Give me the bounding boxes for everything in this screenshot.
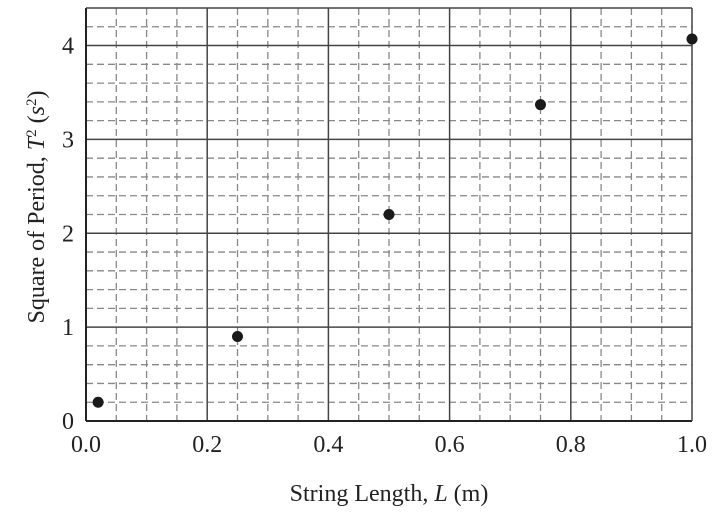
y-tick-label: 4 xyxy=(62,34,74,60)
x-tick-label: 0.4 xyxy=(313,432,343,458)
y-tick-label: 1 xyxy=(62,315,74,341)
x-tick-label: 1.0 xyxy=(677,432,707,458)
y-axis-title: Square of Period, T2 (s2) xyxy=(24,91,50,324)
y-tick-label: 0 xyxy=(62,409,74,435)
minor-grid xyxy=(86,8,692,421)
x-tick-label: 0.6 xyxy=(435,432,465,458)
data-point xyxy=(686,33,698,45)
y-tick-labels: 0 1 2 3 4 xyxy=(62,34,74,435)
major-grid xyxy=(86,8,692,421)
x-tick-label: 0.2 xyxy=(192,432,222,458)
y-tick-label: 2 xyxy=(62,221,74,247)
x-tick-label: 0.0 xyxy=(71,432,101,458)
y-tick-label: 3 xyxy=(62,127,74,153)
data-point xyxy=(383,209,395,220)
x-tick-labels: 0.0 0.2 0.4 0.6 0.8 1.0 xyxy=(71,432,707,458)
data-points xyxy=(92,33,698,408)
data-point xyxy=(232,331,243,343)
data-point xyxy=(535,99,546,111)
axes xyxy=(85,7,693,422)
x-axis-title: String Length, L (m) xyxy=(290,481,489,507)
data-point xyxy=(92,396,104,408)
x-tick-label: 0.8 xyxy=(556,432,586,458)
